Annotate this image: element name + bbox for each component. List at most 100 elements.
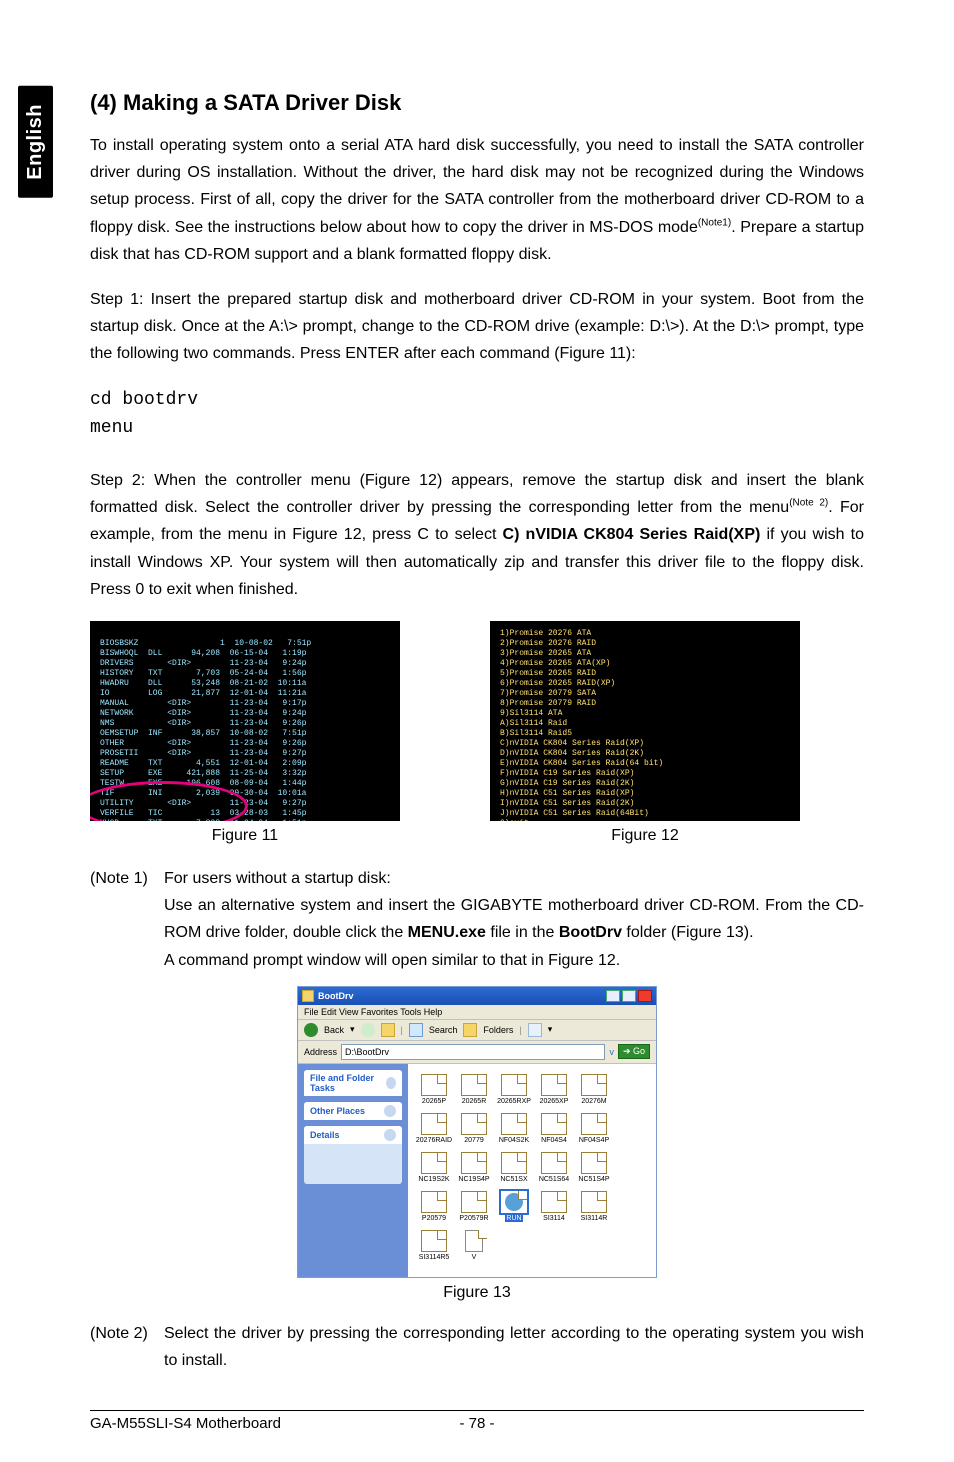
figure-11-terminal: BIOSBSKZ 1 10-08-02 7:51p BISWHOQL DLL 9… xyxy=(90,621,400,821)
note-1-body: For users without a startup disk: Use an… xyxy=(164,865,864,974)
file-item[interactable]: NC51S64 xyxy=(535,1152,573,1183)
file-item[interactable]: 20779 xyxy=(455,1113,493,1144)
views-button[interactable] xyxy=(528,1023,542,1037)
para3-a: Step 2: When the controller menu (Figure… xyxy=(90,472,864,516)
explorer-titlebar[interactable]: BootDrv xyxy=(298,987,656,1005)
folders-icon[interactable] xyxy=(463,1023,477,1037)
file-item[interactable]: NF04S4 xyxy=(535,1113,573,1144)
file-item[interactable]: 20265XP xyxy=(535,1074,573,1105)
file-item[interactable]: 20265RXP xyxy=(495,1074,533,1105)
language-tab: English xyxy=(18,86,53,198)
explorer-file-pane[interactable]: 20265P20265R 20265RXP 20265XP 20276M 20276RA… xyxy=(408,1064,656,1277)
file-item[interactable]: SI3114 xyxy=(535,1191,573,1222)
file-label: 20276M xyxy=(581,1098,606,1105)
forward-button[interactable] xyxy=(361,1023,375,1037)
file-label: SI3114 xyxy=(543,1215,565,1222)
note-2: (Note 2) Select the driver by pressing t… xyxy=(90,1320,864,1374)
address-label: Address xyxy=(304,1047,337,1057)
folder-file-icon xyxy=(501,1113,527,1135)
folder-file-icon xyxy=(421,1152,447,1174)
note-2-body: Select the driver by pressing the corres… xyxy=(164,1320,864,1374)
folder-file-icon xyxy=(461,1152,487,1174)
file-item[interactable]: P20579 xyxy=(415,1191,453,1222)
folder-file-icon xyxy=(461,1113,487,1135)
back-label: Back xyxy=(324,1025,344,1035)
file-label: 20276RAID xyxy=(416,1137,452,1144)
file-item[interactable]: NC51S4P xyxy=(575,1152,613,1183)
note-2-label: (Note 2) xyxy=(90,1320,164,1374)
chevron-icon xyxy=(384,1105,396,1117)
file-label: NF04S2K xyxy=(499,1137,529,1144)
file-item[interactable]: SI3114R5 xyxy=(415,1230,453,1261)
file-item[interactable]: NF04S2K xyxy=(495,1113,533,1144)
folder-file-icon xyxy=(541,1191,567,1213)
maximize-button[interactable] xyxy=(622,990,636,1002)
search-icon[interactable] xyxy=(409,1023,423,1037)
file-item[interactable]: NC19S4P xyxy=(455,1152,493,1183)
go-button[interactable]: ➔ Go xyxy=(618,1044,650,1059)
side-panel-tasks[interactable]: File and Folder Tasks xyxy=(304,1070,402,1096)
folder-file-icon xyxy=(421,1230,447,1252)
file-label: P20579R xyxy=(459,1215,488,1222)
explorer-menubar[interactable]: File Edit View Favorites Tools Help xyxy=(298,1005,656,1020)
para3-sup: (Note 2) xyxy=(789,498,828,509)
note1-bold2: BootDrv xyxy=(559,924,622,941)
file-item[interactable]: 20276M xyxy=(575,1074,613,1105)
folder-file-icon xyxy=(501,1152,527,1174)
folder-file-icon xyxy=(581,1113,607,1135)
folder-file-icon xyxy=(581,1152,607,1174)
footer-rule xyxy=(90,1410,864,1411)
file-item[interactable]: 20265P xyxy=(415,1074,453,1105)
up-button[interactable] xyxy=(381,1023,395,1037)
close-button[interactable] xyxy=(638,990,652,1002)
file-item[interactable]: 20265R xyxy=(455,1074,493,1105)
explorer-title-text: BootDrv xyxy=(318,991,604,1001)
figure-12-caption: Figure 12 xyxy=(611,827,679,845)
file-label: 20265XP xyxy=(540,1098,569,1105)
file-item[interactable]: RUN xyxy=(495,1191,533,1222)
note1-line3: A command prompt window will open simila… xyxy=(164,952,620,969)
fig12-lines: 1)Promise 20276 ATA 2)Promise 20276 RAID… xyxy=(500,629,663,821)
page: English (4) Making a SATA Driver Disk To… xyxy=(0,0,954,1462)
address-input[interactable] xyxy=(341,1044,605,1060)
gear-icon xyxy=(501,1191,527,1213)
file-label: V xyxy=(472,1254,477,1261)
folder-file-icon xyxy=(421,1074,447,1096)
para3-bold: C) nVIDIA CK804 Series Raid(XP) xyxy=(503,526,761,543)
side-panel-details-label: Details xyxy=(310,1130,340,1140)
minimize-button[interactable] xyxy=(606,990,620,1002)
chevron-icon xyxy=(384,1129,396,1141)
command-block: cd bootdrv menu xyxy=(90,386,864,444)
side-panel-details[interactable]: Details xyxy=(304,1126,402,1184)
section-title: (4) Making a SATA Driver Disk xyxy=(90,90,864,116)
paragraph-step2: Step 2: When the controller menu (Figure… xyxy=(90,467,864,603)
explorer-addressbar: Address v ➔ Go xyxy=(298,1041,656,1064)
file-item[interactable]: NC51SX xyxy=(495,1152,533,1183)
folder-file-icon xyxy=(541,1074,567,1096)
file-item[interactable]: SI3114R xyxy=(575,1191,613,1222)
document-icon xyxy=(461,1230,487,1252)
back-chevron-icon: ▾ xyxy=(350,1024,355,1035)
file-item[interactable]: NF04S4P xyxy=(575,1113,613,1144)
file-label: NC51S64 xyxy=(539,1176,569,1183)
page-footer: GA-M55SLI-S4 Motherboard - 78 - xyxy=(90,1410,864,1432)
file-item[interactable]: P20579R xyxy=(455,1191,493,1222)
note1-line1: For users without a startup disk: xyxy=(164,870,391,887)
note1-line2b: folder (Figure 13). xyxy=(622,924,754,941)
folder-file-icon xyxy=(541,1152,567,1174)
back-button[interactable] xyxy=(304,1023,318,1037)
figure-11: BIOSBSKZ 1 10-08-02 7:51p BISWHOQL DLL 9… xyxy=(90,621,400,845)
file-label: 20265RXP xyxy=(497,1098,531,1105)
address-chevron-icon[interactable]: v xyxy=(609,1047,614,1057)
file-item[interactable]: NC19S2K xyxy=(415,1152,453,1183)
folder-file-icon xyxy=(421,1113,447,1135)
side-panel-places[interactable]: Other Places xyxy=(304,1102,402,1120)
folder-file-icon xyxy=(421,1191,447,1213)
file-item[interactable]: 20276RAID xyxy=(415,1113,453,1144)
file-label: NC19S4P xyxy=(458,1176,489,1183)
file-item[interactable]: V xyxy=(455,1230,493,1261)
search-label: Search xyxy=(429,1025,458,1035)
footer-right xyxy=(495,1415,865,1432)
paragraph-step1: Step 1: Insert the prepared startup disk… xyxy=(90,286,864,368)
para1-sup: (Note1) xyxy=(698,217,731,228)
